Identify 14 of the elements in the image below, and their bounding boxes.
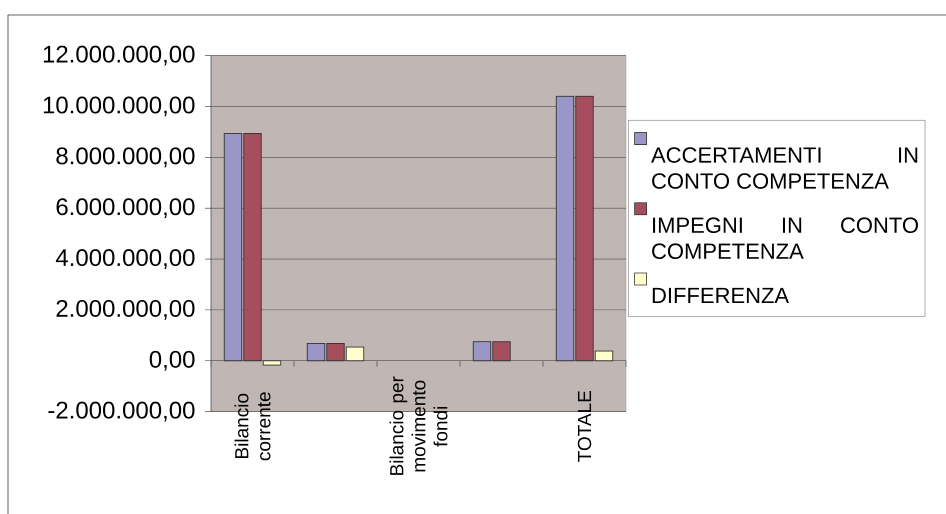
x-tick-label: Bilancio corrente [234,392,270,460]
y-tick-label: 8.000.000,00 [56,147,195,168]
x-tick-label: TOTALE [578,390,592,462]
y-tick-label: 12.000.000,00 [44,46,195,66]
y-tick-label: 10.000.000,00 [44,96,195,116]
y-tick-label: 2.000.000,00 [56,300,195,320]
y-tick-label: 0,00 [150,350,195,371]
legend-label: IMPEGNI IN CONTO COMPETENZA [652,217,918,260]
x-tick-label: Bilancio per movimento fondi [390,376,448,475]
legend-label: DIFFERENZA [652,288,790,303]
y-tick-label: 6.000.000,00 [56,198,195,218]
y-tick-label: 4.000.000,00 [56,249,195,269]
legend-label: ACCERTAMENTI IN CONTO COMPETENZA [651,147,918,189]
y-tick-label: -2.000.000,00 [48,402,195,422]
